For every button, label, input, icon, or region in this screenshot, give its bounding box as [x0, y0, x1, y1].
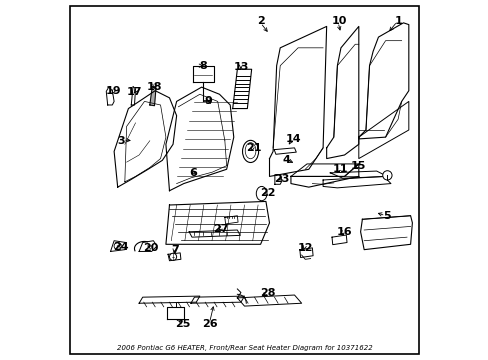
- Text: 20: 20: [143, 243, 158, 253]
- Polygon shape: [323, 176, 390, 188]
- Polygon shape: [358, 102, 408, 158]
- Text: 2: 2: [256, 16, 264, 26]
- Ellipse shape: [242, 140, 258, 162]
- Polygon shape: [237, 295, 301, 306]
- Polygon shape: [269, 26, 326, 176]
- Text: 28: 28: [260, 288, 275, 297]
- Polygon shape: [192, 66, 214, 82]
- Ellipse shape: [256, 186, 266, 201]
- Polygon shape: [232, 69, 251, 109]
- Text: 6: 6: [188, 168, 196, 178]
- Text: 11: 11: [332, 164, 347, 174]
- Polygon shape: [106, 87, 114, 105]
- Text: 2006 Pontiac G6 HEATER, Front/Rear Seat Heater Diagram for 10371622: 2006 Pontiac G6 HEATER, Front/Rear Seat …: [116, 345, 372, 351]
- Polygon shape: [110, 241, 125, 251]
- Polygon shape: [167, 307, 183, 319]
- Polygon shape: [331, 235, 346, 245]
- Text: 8: 8: [199, 61, 207, 71]
- Polygon shape: [124, 102, 165, 182]
- Polygon shape: [139, 241, 157, 251]
- Text: 19: 19: [106, 86, 122, 96]
- Text: 16: 16: [336, 227, 352, 237]
- Text: 13: 13: [233, 63, 249, 72]
- Polygon shape: [299, 248, 312, 257]
- Text: 21: 21: [245, 143, 261, 153]
- Polygon shape: [165, 202, 269, 244]
- Text: 26: 26: [202, 319, 217, 329]
- Text: 4: 4: [282, 156, 290, 165]
- Text: 5: 5: [383, 211, 390, 221]
- Circle shape: [169, 253, 176, 260]
- Polygon shape: [224, 216, 238, 224]
- Text: 25: 25: [175, 319, 190, 329]
- Polygon shape: [290, 164, 358, 187]
- Text: 12: 12: [297, 243, 312, 253]
- Ellipse shape: [244, 143, 255, 159]
- Polygon shape: [131, 86, 135, 105]
- Polygon shape: [190, 296, 244, 303]
- Text: 23: 23: [274, 174, 289, 184]
- Text: 27: 27: [213, 224, 228, 234]
- Text: 10: 10: [331, 16, 346, 26]
- Text: 3: 3: [117, 136, 125, 146]
- Circle shape: [114, 243, 121, 249]
- Polygon shape: [114, 91, 176, 187]
- Polygon shape: [149, 86, 156, 106]
- Polygon shape: [360, 216, 411, 249]
- Polygon shape: [290, 164, 358, 176]
- Text: 22: 22: [260, 188, 275, 198]
- Text: 7: 7: [171, 245, 178, 255]
- Text: 17: 17: [127, 87, 142, 98]
- Text: 9: 9: [204, 96, 212, 107]
- Text: 14: 14: [285, 134, 300, 144]
- Polygon shape: [358, 23, 408, 139]
- Polygon shape: [274, 148, 296, 154]
- Polygon shape: [274, 175, 282, 184]
- Polygon shape: [189, 230, 240, 237]
- Circle shape: [382, 171, 391, 180]
- Polygon shape: [329, 171, 386, 178]
- Text: 24: 24: [113, 242, 128, 252]
- Text: 1: 1: [393, 16, 401, 26]
- Polygon shape: [168, 253, 181, 261]
- Polygon shape: [326, 26, 358, 158]
- Polygon shape: [165, 87, 233, 191]
- Polygon shape: [139, 296, 200, 303]
- Text: 18: 18: [146, 82, 162, 92]
- Text: 15: 15: [350, 161, 366, 171]
